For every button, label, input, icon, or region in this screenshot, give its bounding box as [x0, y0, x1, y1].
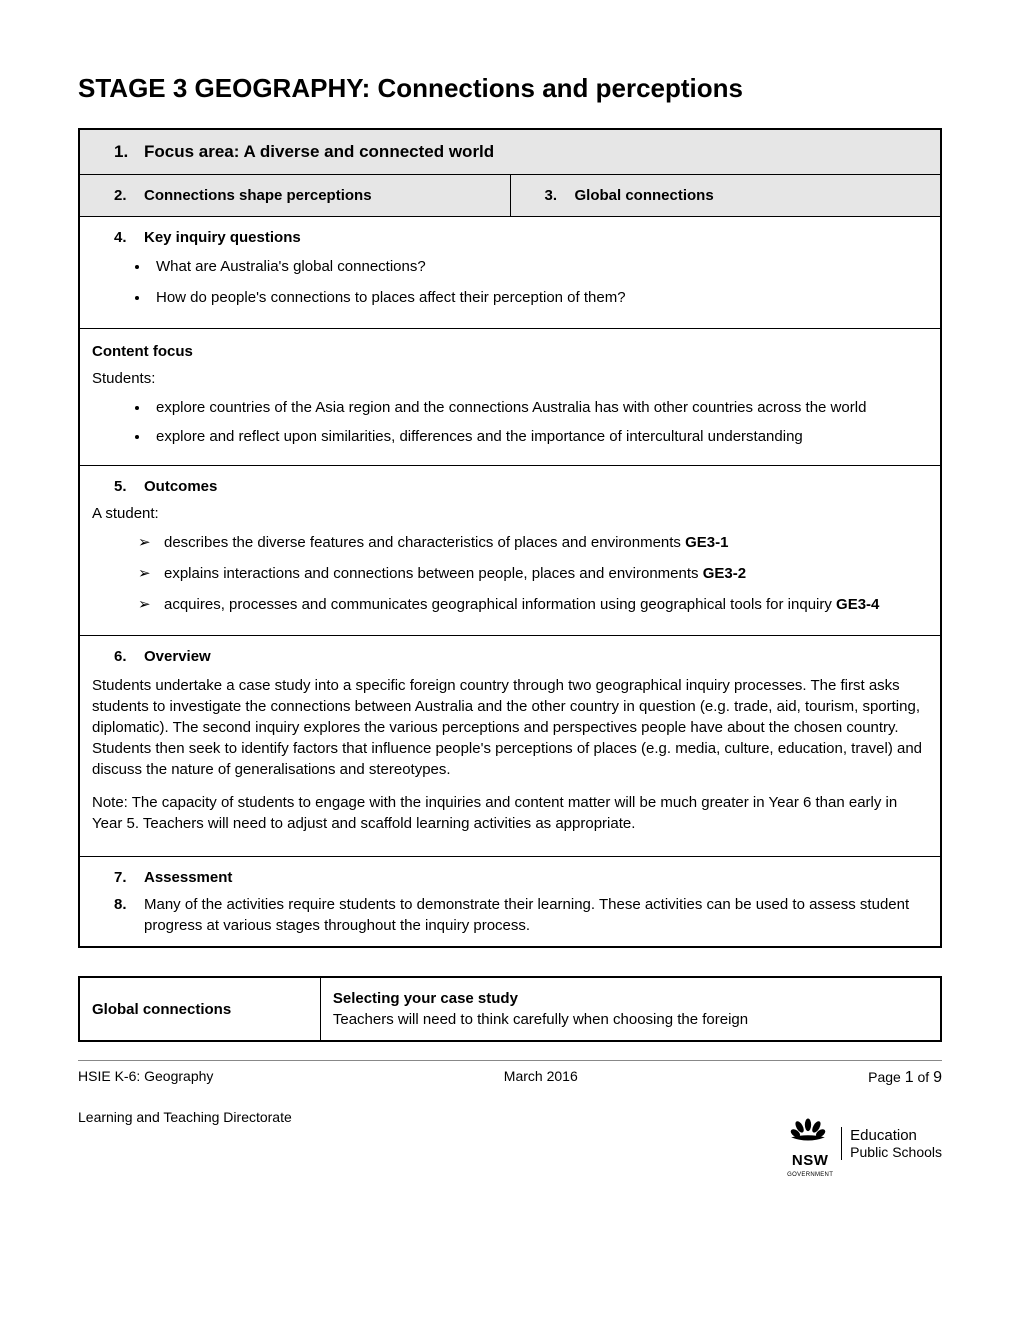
connections-shape-text: Connections shape perceptions	[144, 185, 372, 206]
num-2: 2.	[114, 185, 132, 206]
footer-row1: HSIE K-6: Geography March 2016 Page 1 of…	[78, 1060, 942, 1089]
page: STAGE 3 GEOGRAPHY: Connections and perce…	[0, 0, 1020, 1320]
nsw-logo-block: NSW GOVERNMENT Education Public Schools	[787, 1108, 942, 1179]
outcome-3: acquires, processes and communicates geo…	[138, 594, 928, 615]
num-8: 8.	[114, 894, 132, 936]
logo-line1: Education	[850, 1127, 942, 1144]
lower-right-text: Teachers will need to think carefully wh…	[333, 1009, 928, 1030]
outcomes-lead: A student:	[92, 503, 928, 524]
lower-table: Global connections Selecting your case s…	[78, 976, 942, 1042]
lower-right-cell: Selecting your case study Teachers will …	[320, 977, 941, 1041]
page-title: STAGE 3 GEOGRAPHY: Connections and perce…	[78, 70, 942, 106]
overview-p2: Note: The capacity of students to engage…	[92, 792, 928, 834]
footer-date: March 2016	[504, 1067, 578, 1089]
assessment-cell: 7. Assessment 8. Many of the activities …	[79, 857, 941, 948]
num-1: 1.	[114, 140, 132, 164]
outcomes-heading: Outcomes	[144, 476, 217, 497]
num-3: 3.	[545, 185, 563, 206]
footer-row2: Learning and Teaching Directorate	[78, 1108, 942, 1179]
focus-area-text: Focus area: A diverse and connected worl…	[144, 140, 494, 164]
connections-shape-cell: 2. Connections shape perceptions	[79, 175, 510, 217]
key-inquiry-heading: Key inquiry questions	[144, 227, 301, 248]
lower-right-heading: Selecting your case study	[333, 988, 928, 1009]
global-connections-text: Global connections	[575, 185, 714, 206]
overview-p1: Students undertake a case study into a s…	[92, 675, 928, 780]
logo-line2: Public Schools	[850, 1144, 942, 1160]
content-focus-label: Content focus	[92, 341, 928, 362]
footer-page: Page 1 of 9	[868, 1067, 942, 1089]
lower-left-text: Global connections	[92, 1001, 231, 1018]
footer-directorate: Learning and Teaching Directorate	[78, 1108, 292, 1128]
focus-area-cell: 1. Focus area: A diverse and connected w…	[79, 129, 941, 174]
outcomes-cell: 5. Outcomes A student: describes the div…	[79, 466, 941, 636]
gov-text: GOVERNMENT	[787, 1171, 833, 1179]
num-4: 4.	[114, 227, 132, 248]
assessment-text: Many of the activities require students …	[144, 894, 928, 936]
inquiry-q2: How do people's connections to places af…	[150, 287, 928, 308]
lower-left-cell: Global connections	[79, 977, 320, 1041]
nsw-waratah-icon: NSW GOVERNMENT	[787, 1108, 833, 1179]
content-focus-lead: Students:	[92, 368, 928, 389]
inquiry-q1: What are Australia's global connections?	[150, 256, 928, 277]
content-focus-b1: explore countries of the Asia region and…	[150, 397, 928, 418]
overview-heading: Overview	[144, 646, 211, 667]
num-7: 7.	[114, 867, 132, 888]
footer: HSIE K-6: Geography March 2016 Page 1 of…	[78, 1060, 942, 1179]
key-inquiry-cell: 4. Key inquiry questions What are Austra…	[79, 217, 941, 329]
content-focus-cell: Content focus Students: explore countrie…	[79, 329, 941, 466]
num-6: 6.	[114, 646, 132, 667]
num-5: 5.	[114, 476, 132, 497]
outcome-2: explains interactions and connections be…	[138, 563, 928, 584]
main-table: 1. Focus area: A diverse and connected w…	[78, 128, 942, 948]
nsw-text: NSW	[787, 1150, 833, 1171]
footer-course: HSIE K-6: Geography	[78, 1067, 213, 1089]
assessment-heading: Assessment	[144, 867, 232, 888]
outcome-1: describes the diverse features and chara…	[138, 532, 928, 553]
global-connections-cell: 3. Global connections	[510, 175, 941, 217]
logo-text: Education Public Schools	[841, 1127, 942, 1160]
overview-cell: 6. Overview Students undertake a case st…	[79, 636, 941, 857]
content-focus-b2: explore and reflect upon similarities, d…	[150, 426, 928, 447]
